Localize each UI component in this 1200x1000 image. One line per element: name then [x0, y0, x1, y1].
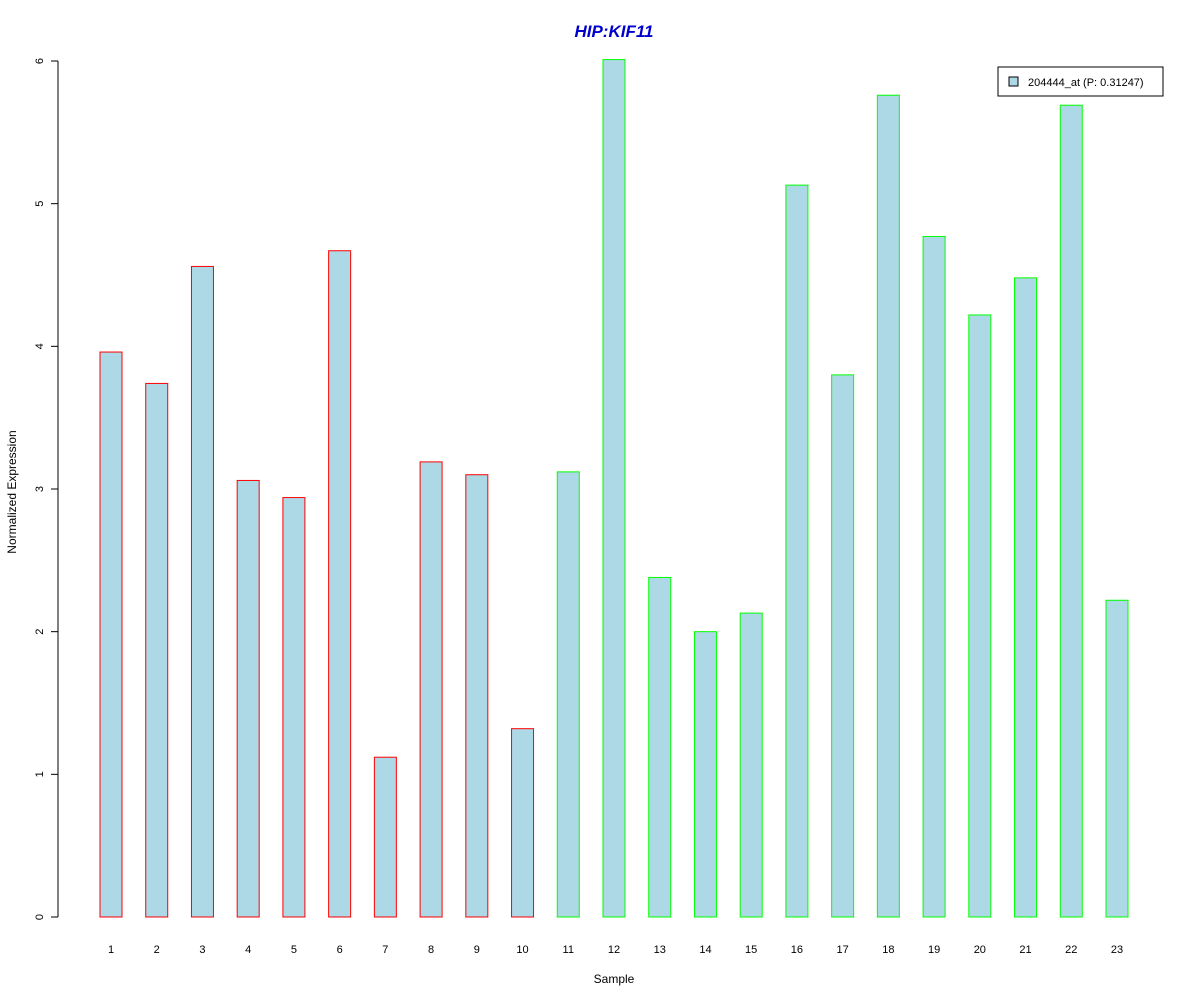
x-axis-tick-label: 17 — [837, 944, 849, 956]
bars — [99, 59, 1129, 918]
x-axis-tick-label: 8 — [428, 944, 434, 956]
x-axis-tick-label: 23 — [1111, 944, 1123, 956]
legend-swatch — [1008, 76, 1019, 87]
bar-sample-4 — [236, 479, 260, 918]
x-axis-tick-label: 13 — [654, 944, 666, 956]
x-axis-tick-label: 6 — [337, 944, 343, 956]
bar-sample-11 — [556, 471, 580, 918]
bar-sample-6 — [328, 250, 352, 918]
bar-sample-18 — [876, 94, 900, 918]
x-axis-tick-label: 20 — [974, 944, 986, 956]
x-axis-tick-label: 7 — [382, 944, 388, 956]
y-axis-tick-label: 0 — [34, 914, 46, 920]
bar-sample-8 — [419, 461, 443, 918]
bar-sample-20 — [968, 314, 992, 918]
x-axis-tick-label: 11 — [563, 944, 574, 956]
bar-sample-15 — [739, 612, 763, 918]
bar-sample-19 — [922, 235, 946, 918]
x-axis-tick-label: 22 — [1065, 944, 1077, 956]
x-axis-tick-labels: 1 2 3 4 5 6 7 8 9 10 11 12 13 14 15 16 17 18 19 20 21 22 23 — [108, 944, 1123, 956]
bar-sample-5 — [282, 497, 306, 918]
y-axis: 0 1 2 3 4 5 6 — [34, 58, 59, 920]
x-axis-tick-label: 18 — [882, 944, 894, 956]
bar-sample-12 — [602, 59, 626, 918]
x-axis-tick-label: 4 — [245, 944, 251, 956]
y-axis-tick-label: 5 — [34, 201, 46, 207]
bar-sample-14 — [693, 631, 717, 918]
x-axis-tick-label: 15 — [745, 944, 757, 956]
bar-sample-16 — [785, 184, 809, 918]
y-axis-title: Normalized Expression — [5, 430, 19, 553]
bar-sample-23 — [1105, 599, 1129, 918]
x-axis-tick-label: 12 — [608, 944, 620, 956]
x-axis-tick-label: 2 — [154, 944, 160, 956]
bar-sample-9 — [465, 474, 489, 918]
bar-sample-1 — [99, 351, 123, 918]
y-axis-tick-label: 1 — [34, 771, 46, 777]
x-axis-title: Sample — [594, 972, 635, 986]
bar-sample-10 — [511, 728, 535, 918]
x-axis-tick-label: 16 — [791, 944, 803, 956]
legend-box — [997, 66, 1164, 97]
bar-sample-21 — [1014, 277, 1038, 918]
x-axis-tick-label: 21 — [1019, 944, 1031, 956]
y-axis-tick-label: 6 — [34, 58, 46, 64]
x-axis-tick-label: 3 — [199, 944, 205, 956]
legend: 204444_at (P: 0.31247) — [997, 66, 1164, 97]
x-axis-tick-label: 1 — [108, 944, 114, 956]
x-axis-tick-label: 14 — [699, 944, 711, 956]
x-axis-tick-label: 10 — [516, 944, 528, 956]
y-axis-tick-label: 4 — [34, 343, 46, 349]
bar-sample-7 — [373, 756, 397, 918]
x-axis-tick-label: 19 — [928, 944, 940, 956]
legend-label: 204444_at (P: 0.31247) — [1028, 77, 1144, 89]
chart-title: HIP:KIF11 — [574, 22, 653, 41]
y-axis-tick-label: 2 — [34, 629, 46, 635]
bar-sample-2 — [145, 382, 169, 918]
bar-sample-13 — [648, 576, 672, 918]
x-axis-tick-label: 5 — [291, 944, 297, 956]
bar-sample-22 — [1059, 104, 1083, 918]
y-axis-tick-label: 3 — [34, 486, 46, 492]
bar-sample-3 — [190, 265, 214, 918]
x-axis-tick-label: 9 — [474, 944, 480, 956]
bar-sample-17 — [831, 374, 855, 918]
